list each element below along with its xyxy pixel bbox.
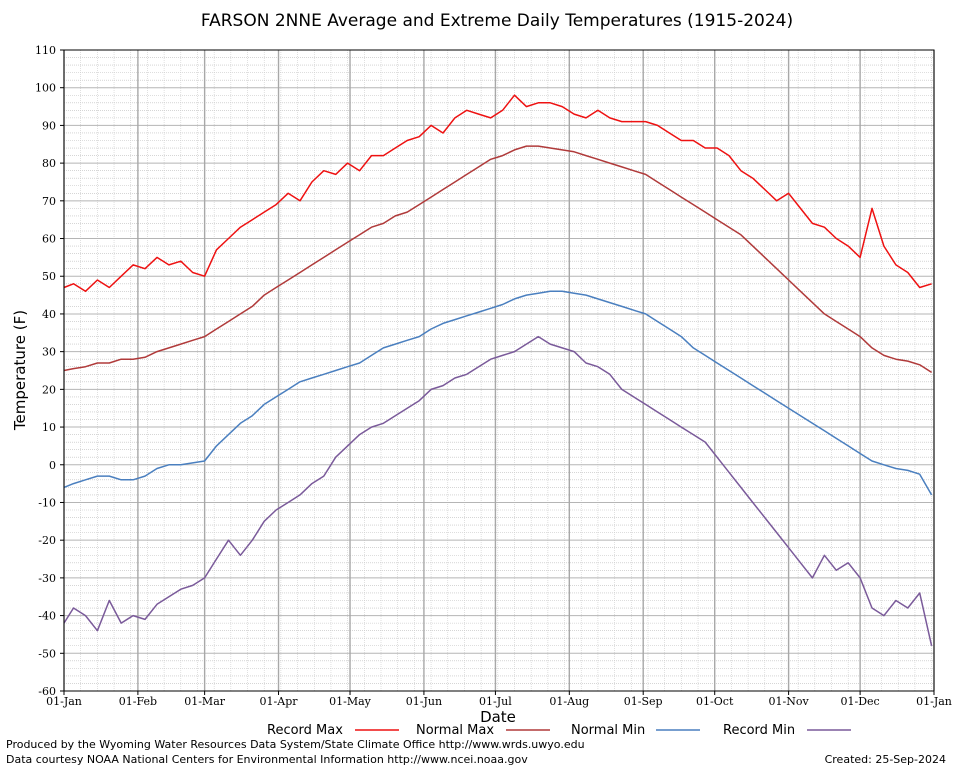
y-tick-label: 40 (42, 308, 56, 321)
y-tick-label: -50 (38, 647, 56, 660)
y-tick-label: -30 (38, 572, 56, 585)
series-line-record-min (63, 335, 933, 646)
y-tick-label: -60 (38, 685, 56, 698)
y-tick-label: 50 (42, 270, 56, 283)
credit-produced-by: Produced by the Wyoming Water Resources … (6, 738, 585, 751)
y-tick-label: 0 (49, 459, 56, 472)
x-tick-label: 01-Oct (696, 695, 734, 708)
credit-data-courtesy: Data courtesy NOAA National Centers for … (6, 753, 528, 766)
y-tick-label: 30 (42, 346, 56, 359)
y-tick-label: 60 (42, 233, 56, 246)
x-tick-label: 01-May (329, 695, 372, 708)
legend-label-normal-min: Normal Min (571, 723, 645, 738)
x-tick-label: 01-Apr (260, 695, 299, 708)
series-line-normal-min (63, 290, 933, 496)
x-tick-label: 01-Jan (46, 695, 82, 708)
y-tick-label: -10 (38, 496, 56, 509)
y-tick-label: 70 (42, 195, 56, 208)
legend: Record Max Normal Max Normal Min Record … (267, 723, 851, 738)
x-tick-label: 01-Dec (841, 695, 880, 708)
y-tick-label: 90 (42, 119, 56, 132)
plot-area (63, 49, 935, 692)
chart-title: FARSON 2NNE Average and Extreme Daily Te… (201, 11, 793, 31)
created-date: Created: 25-Sep-2024 (824, 753, 946, 766)
x-tick-label: 01-Aug (549, 695, 589, 708)
x-tick-label: 01-Feb (119, 695, 157, 708)
x-axis-label: Date (480, 708, 516, 726)
x-tick-label: 01-Jul (479, 695, 512, 708)
x-tick-label: 01-Jun (406, 695, 442, 708)
legend-label-record-max: Record Max (267, 723, 343, 738)
x-tick-label: 01-Sep (624, 695, 663, 708)
legend-label-normal-max: Normal Max (416, 723, 494, 738)
y-tick-label: -40 (38, 610, 56, 623)
y-tick-label: 110 (35, 44, 56, 57)
y-tick-label: 20 (42, 383, 56, 396)
y-tick-label: 10 (42, 421, 56, 434)
x-tick-label: 01-Jan (916, 695, 952, 708)
y-axis-label: Temperature (F) (11, 310, 29, 431)
y-tick-label: 100 (35, 82, 56, 95)
series-line-record-max (63, 94, 932, 293)
legend-label-record-min: Record Min (723, 723, 795, 738)
x-tick-label: 01-Nov (769, 695, 810, 708)
series-line-normal-max (63, 145, 933, 374)
y-tick-label: 80 (42, 157, 56, 170)
plot-border (63, 49, 935, 692)
x-tick-label: 01-Mar (184, 695, 226, 708)
y-tick-label: -20 (38, 534, 56, 547)
